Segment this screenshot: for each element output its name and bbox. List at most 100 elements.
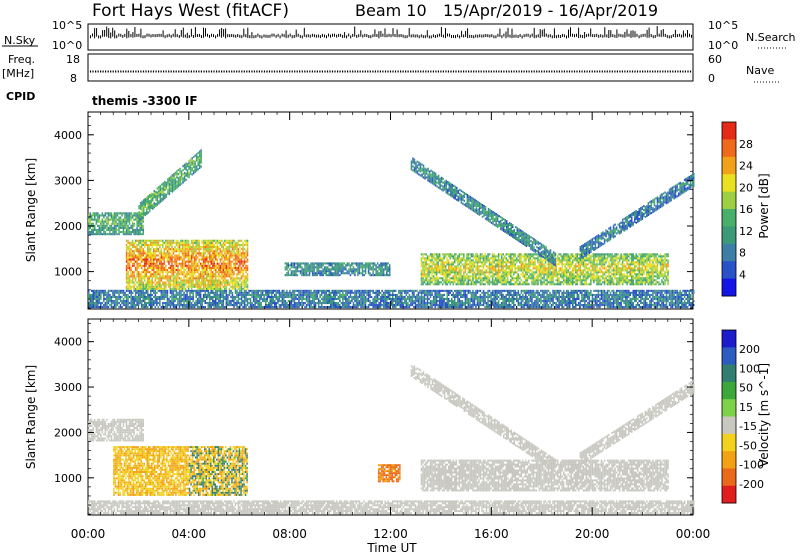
echo-cell: [617, 294, 619, 296]
echo-cell: [181, 179, 183, 181]
echo-cell: [190, 161, 192, 163]
echo-cell: [601, 296, 603, 298]
echo-cell: [167, 248, 169, 250]
echo-cell: [238, 298, 240, 300]
echo-cell: [259, 296, 261, 298]
echo-cell: [663, 290, 665, 292]
echo-cell: [185, 304, 187, 306]
echo-cell: [543, 292, 545, 294]
echo-cell: [153, 273, 155, 275]
echo-cell: [156, 240, 158, 242]
echo-cell: [595, 294, 597, 296]
echo-cell: [342, 304, 344, 306]
echo-cell: [175, 186, 177, 188]
echo-cell: [176, 174, 178, 176]
echo-cell: [601, 292, 603, 294]
echo-cell: [472, 304, 474, 306]
echo-cell: [631, 298, 633, 300]
echo-cell: [145, 202, 147, 204]
echo-cell: [572, 298, 574, 300]
echo-cell: [286, 304, 288, 306]
echo-cell: [298, 300, 300, 302]
echo-cell: [460, 294, 462, 296]
echo-cell: [318, 304, 320, 306]
echo-cell: [372, 292, 374, 294]
echo-cell: [330, 304, 332, 306]
echo-cell: [158, 296, 160, 298]
echo-cell: [130, 242, 132, 244]
echo-cell: [271, 296, 273, 298]
echo-cell: [144, 246, 146, 248]
echo-cell: [569, 302, 571, 304]
echo-cell: [146, 254, 148, 256]
echo-cell: [543, 298, 545, 300]
echo-cell: [132, 221, 134, 223]
echo-cell: [174, 269, 176, 271]
echo-cell: [153, 302, 155, 304]
echo-cell: [173, 187, 175, 189]
echo-cell: [179, 269, 181, 271]
echo-cell: [220, 294, 222, 296]
echo-cell: [598, 294, 600, 296]
echo-cell: [584, 292, 586, 294]
echo-cell: [276, 290, 278, 292]
echo-cell: [259, 302, 261, 304]
echo-cell: [471, 296, 473, 298]
echo-cell: [188, 168, 190, 170]
echo-cell: [164, 294, 166, 296]
echo-cell: [527, 290, 529, 292]
echo-cell: [90, 227, 92, 229]
echo-cell: [118, 290, 120, 292]
echo-cell: [546, 306, 548, 308]
echo-cell: [451, 304, 453, 306]
echo-cell: [141, 275, 143, 277]
echo-cell: [173, 290, 175, 292]
echo-cell: [157, 202, 159, 204]
echo-cell: [575, 292, 577, 294]
echo-cell: [253, 298, 255, 300]
echo-cell: [195, 302, 197, 304]
echo-cell: [150, 300, 152, 302]
echo-cell: [130, 271, 132, 273]
echo-cell: [183, 304, 185, 306]
echo-cell: [437, 304, 439, 306]
echo-cell: [152, 240, 154, 242]
echo-cell: [172, 182, 174, 184]
echo-cell: [165, 246, 167, 248]
echo-cell: [580, 292, 582, 294]
echo-cell: [100, 221, 102, 223]
echo-cell: [534, 304, 536, 306]
echo-cell: [312, 300, 314, 302]
echo-cell: [471, 300, 473, 302]
echo-cell: [112, 290, 114, 292]
echo-cell: [516, 292, 518, 294]
echo-cell: [144, 271, 146, 273]
echo-cell: [239, 292, 241, 294]
echo-cell: [114, 225, 116, 227]
echo-cell: [164, 195, 166, 197]
echo-cell: [179, 302, 181, 304]
echo-cell: [90, 300, 92, 302]
echo-cell: [127, 231, 129, 233]
echo-cell: [185, 242, 187, 244]
echo-cell: [111, 223, 113, 225]
echo-cell: [256, 290, 258, 292]
echo-cell: [672, 296, 674, 298]
echo-cell: [191, 306, 193, 308]
echo-cell: [164, 197, 166, 199]
echo-cell: [274, 302, 276, 304]
echo-cell: [575, 306, 577, 308]
echo-cell: [124, 302, 126, 304]
echo-cell: [350, 292, 352, 294]
echo-cell: [353, 304, 355, 306]
echo-cell: [407, 290, 409, 292]
echo-cell: [159, 246, 161, 248]
echo-cell: [315, 298, 317, 300]
echo-cell: [333, 298, 335, 300]
echo-cell: [141, 300, 143, 302]
echo-cell: [227, 298, 229, 300]
echo-cell: [194, 165, 196, 167]
echo-cell: [171, 267, 173, 269]
echo-cell: [152, 300, 154, 302]
